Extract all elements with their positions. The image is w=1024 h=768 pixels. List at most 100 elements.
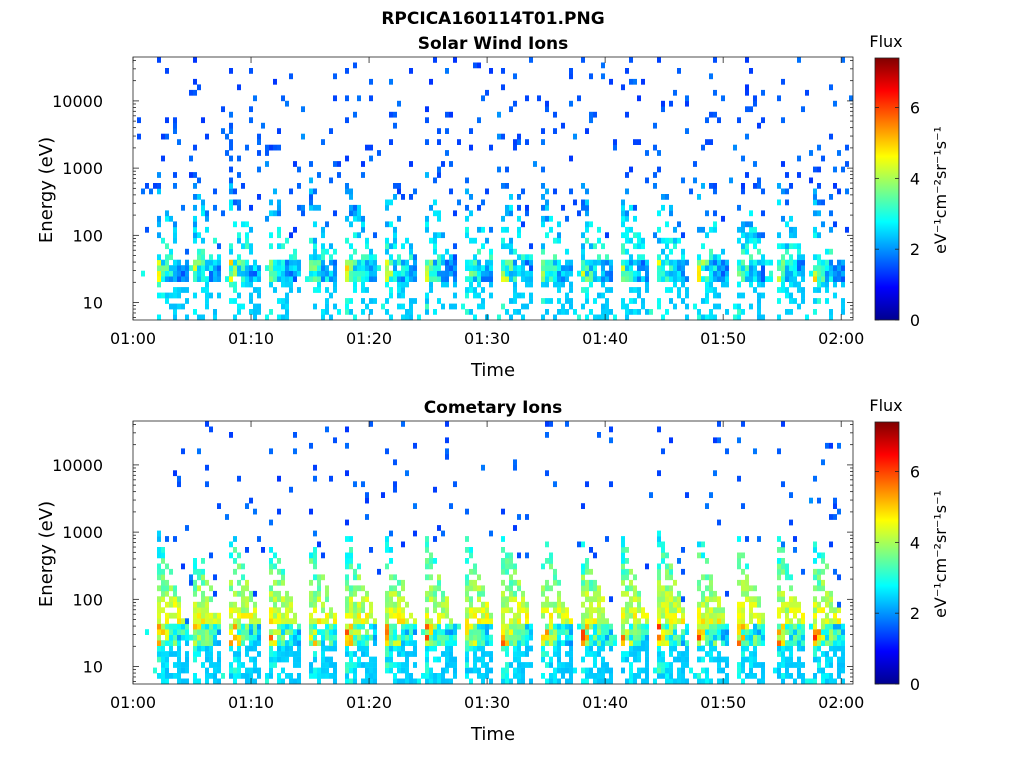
flux-cell [237,254,241,261]
flux-cell [437,640,441,646]
flux-cell [685,287,689,293]
flux-cell [253,309,257,315]
flux-cell [685,292,689,299]
flux-cell [385,629,389,635]
flux-cell [609,645,613,652]
flux-cell [409,265,413,271]
flux-cell [513,568,517,575]
flux-cell [525,634,529,641]
flux-cell [241,612,245,619]
flux-cell [625,232,629,239]
flux-cell [841,662,845,668]
flux-cell [357,270,361,277]
flux-cell [333,618,337,625]
flux-cell [813,574,817,581]
flux-cell [541,601,545,608]
flux-cell [189,574,193,581]
flux-cell [177,618,181,625]
flux-cell [469,552,473,559]
flux-cell [705,623,709,630]
flux-cell [293,651,297,657]
flux-cell [193,618,197,625]
flux-cell [713,210,717,217]
flux-cell [685,95,689,102]
flux-cell [717,629,721,635]
flux-cell [713,287,717,293]
flux-cell [245,547,249,553]
flux-cell [585,568,589,575]
flux-cell [317,673,321,679]
flux-cell [457,199,461,206]
flux-cell [713,437,717,444]
flux-cell [593,265,597,271]
flux-cell [705,298,709,304]
flux-cell [197,645,201,652]
flux-cell [385,645,389,652]
flux-cell [193,215,197,222]
flux-cell [509,298,513,304]
flux-cell [509,259,513,266]
flux-cell [565,678,569,685]
flux-cell [193,57,197,63]
flux-cell [453,281,457,288]
flux-cell [605,259,609,266]
flux-cell [161,656,165,663]
flux-cell [401,596,405,603]
flux-cell [349,678,353,685]
flux-cell [645,673,649,679]
flux-cell [697,265,701,271]
flux-cell [253,667,257,674]
flux-cell [401,259,405,266]
flux-cell [229,673,233,679]
flux-cell [613,640,617,646]
flux-cell [157,568,161,575]
flux-cell [649,309,653,315]
flux-cell [505,667,509,674]
flux-cell [553,281,557,288]
flux-cell [321,552,325,559]
flux-cell [793,226,797,233]
flux-cell [597,292,601,299]
flux-cell [397,645,401,652]
flux-cell [193,270,197,277]
flux-cell [253,612,257,619]
flux-cell [713,270,717,277]
flux-cell [821,270,825,277]
flux-cell [257,133,261,140]
flux-cell [545,259,549,266]
flux-cell [657,601,661,608]
flux-cell [313,265,317,271]
flux-cell [761,188,765,195]
flux-cell [361,634,365,641]
flux-cell [817,601,821,608]
flux-cell [833,281,837,288]
flux-cell [277,568,281,575]
flux-cell [821,629,825,635]
flux-cell [345,601,349,608]
flux-cell [157,254,161,261]
flux-cell [789,298,793,304]
flux-cell [253,590,257,597]
flux-cell [481,607,485,614]
flux-cell [737,437,741,444]
flux-cell [521,640,525,646]
flux-cell [185,640,189,646]
flux-cell [361,618,365,625]
flux-cell [841,634,845,641]
flux-cell [485,89,489,96]
flux-cell [185,629,189,635]
flux-cell [753,265,757,271]
flux-cell [389,629,393,635]
flux-cell [181,448,185,455]
flux-cell [165,651,169,657]
flux-cell [489,276,493,282]
flux-cell [777,448,781,455]
flux-cell [345,607,349,614]
flux-cell [345,265,349,271]
flux-cell [525,276,529,282]
flux-cell [257,139,261,145]
flux-cell [721,259,725,266]
flux-cell [545,541,549,548]
flux-cell [469,629,473,635]
flux-cell [337,161,341,167]
